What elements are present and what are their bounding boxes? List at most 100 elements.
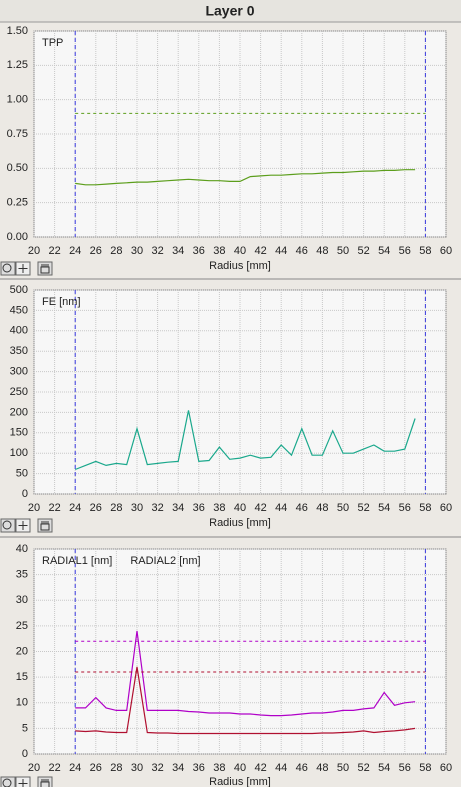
x-tick-label: 38 <box>213 762 225 774</box>
title-bar <box>0 0 461 22</box>
x-tick-label: 24 <box>69 762 81 774</box>
y-tick-label: 1.50 <box>7 25 28 37</box>
x-tick-label: 36 <box>193 245 205 257</box>
x-tick-label: 32 <box>151 245 163 257</box>
x-axis-label: Radius [mm] <box>209 260 271 272</box>
y-tick-label: 15 <box>16 671 28 683</box>
x-tick-label: 24 <box>69 245 81 257</box>
y-tick-label: 0.00 <box>7 231 28 243</box>
legend-entry: RADIAL1 [nm] <box>42 555 112 567</box>
x-tick-label: 32 <box>151 762 163 774</box>
y-tick-label: 250 <box>10 386 28 398</box>
x-tick-label: 30 <box>131 762 143 774</box>
y-tick-label: 450 <box>10 304 28 316</box>
y-tick-label: 0.50 <box>7 162 28 174</box>
y-tick-label: 10 <box>16 697 28 709</box>
zoom-button[interactable] <box>0 776 16 787</box>
y-tick-label: 350 <box>10 345 28 357</box>
x-tick-label: 50 <box>337 245 349 257</box>
y-tick-label: 0.25 <box>7 197 28 209</box>
legend-entry: RADIAL2 [nm] <box>130 555 200 567</box>
y-tick-label: 5 <box>22 722 28 734</box>
x-tick-label: 30 <box>131 502 143 514</box>
x-axis-label: Radius [mm] <box>209 776 271 787</box>
x-tick-label: 38 <box>213 502 225 514</box>
x-tick-label: 48 <box>316 502 328 514</box>
data-line <box>75 630 416 717</box>
x-tick-label: 58 <box>419 502 431 514</box>
y-tick-label: 1.25 <box>7 59 28 71</box>
x-tick-label: 40 <box>234 762 246 774</box>
x-tick-label: 56 <box>399 245 411 257</box>
x-tick-label: 50 <box>337 762 349 774</box>
y-tick-label: 40 <box>16 543 28 555</box>
window-title: Layer 0 <box>205 3 254 19</box>
x-tick-label: 22 <box>48 502 60 514</box>
crosshair-icon <box>18 264 28 273</box>
x-tick-label: 34 <box>172 245 184 257</box>
x-tick-label: 56 <box>399 502 411 514</box>
y-tick-label: 25 <box>16 620 28 632</box>
x-tick-label: 42 <box>254 502 266 514</box>
x-tick-label: 28 <box>110 245 122 257</box>
x-tick-label: 46 <box>296 245 308 257</box>
zoom-icon <box>2 778 12 787</box>
x-tick-label: 26 <box>90 502 102 514</box>
data-line <box>75 666 416 735</box>
x-tick-label: 48 <box>316 245 328 257</box>
y-tick-label: 35 <box>16 569 28 581</box>
legend-entry: FE [nm] <box>42 296 81 308</box>
x-tick-label: 20 <box>28 762 40 774</box>
x-tick-label: 50 <box>337 502 349 514</box>
zoom-icon <box>2 520 12 530</box>
data-line <box>75 169 416 186</box>
x-tick-label: 58 <box>419 762 431 774</box>
y-tick-label: 200 <box>10 406 28 418</box>
x-tick-label: 20 <box>28 245 40 257</box>
y-tick-label: 50 <box>16 468 28 480</box>
x-tick-label: 36 <box>193 762 205 774</box>
x-tick-label: 56 <box>399 762 411 774</box>
zoom-icon <box>2 263 12 273</box>
x-tick-label: 42 <box>254 762 266 774</box>
x-tick-label: 28 <box>110 502 122 514</box>
y-tick-label: 20 <box>16 645 28 657</box>
x-tick-label: 52 <box>357 245 369 257</box>
y-tick-label: 500 <box>10 284 28 296</box>
x-axis-label: Radius [mm] <box>209 517 271 529</box>
x-tick-label: 34 <box>172 502 184 514</box>
x-tick-label: 44 <box>275 502 287 514</box>
y-tick-label: 30 <box>16 594 28 606</box>
data-line <box>74 410 416 471</box>
y-tick-label: 0.75 <box>7 128 28 140</box>
x-tick-label: 60 <box>440 502 452 514</box>
x-tick-label: 22 <box>48 245 60 257</box>
x-tick-label: 60 <box>440 762 452 774</box>
x-tick-label: 46 <box>296 762 308 774</box>
y-tick-label: 0 <box>22 748 28 760</box>
x-tick-label: 28 <box>110 762 122 774</box>
x-tick-label: 36 <box>193 502 205 514</box>
pan-icon <box>40 779 50 787</box>
pan-icon <box>40 264 50 274</box>
legend-entry: TPP <box>42 37 63 49</box>
x-tick-label: 44 <box>275 245 287 257</box>
x-tick-label: 60 <box>440 245 452 257</box>
y-tick-label: 0 <box>22 488 28 500</box>
x-tick-label: 52 <box>357 502 369 514</box>
x-tick-label: 54 <box>378 245 390 257</box>
y-tick-label: 1.00 <box>7 94 28 106</box>
y-tick-label: 150 <box>10 427 28 439</box>
x-tick-label: 54 <box>378 502 390 514</box>
y-tick-label: 300 <box>10 366 28 378</box>
crosshair-icon <box>18 521 28 530</box>
x-tick-label: 44 <box>275 762 287 774</box>
x-tick-label: 48 <box>316 762 328 774</box>
y-tick-label: 100 <box>10 447 28 459</box>
x-tick-label: 34 <box>172 762 184 774</box>
x-tick-label: 52 <box>357 762 369 774</box>
y-tick-label: 400 <box>10 325 28 337</box>
x-tick-label: 22 <box>48 762 60 774</box>
x-tick-label: 38 <box>213 245 225 257</box>
